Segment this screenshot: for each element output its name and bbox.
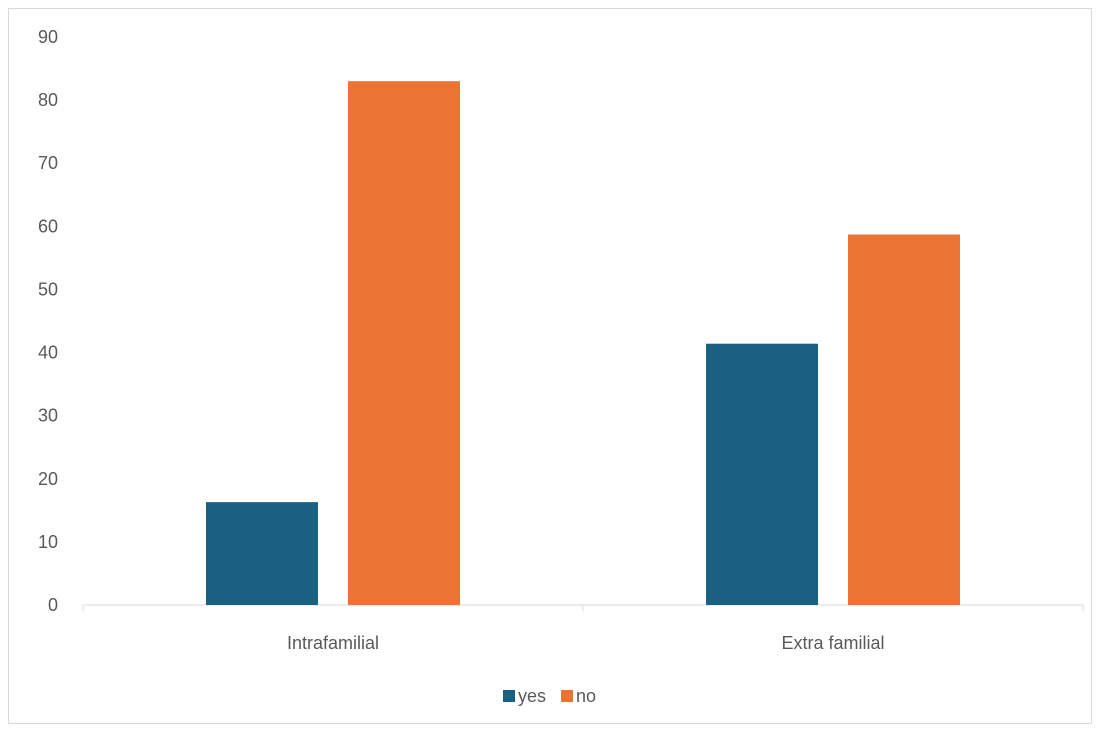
bar-no-0 [348,81,460,605]
legend: yes no [503,686,596,706]
category-label: Intrafamilial [287,633,379,653]
y-tick-label: 70 [38,153,58,173]
legend-label-yes: yes [518,686,546,706]
category-labels: Intrafamilial Extra familial [287,633,885,653]
category-label: Extra familial [781,633,884,653]
bar-yes-0 [206,502,318,605]
y-tick-label: 50 [38,279,58,299]
bar-yes-1 [706,343,818,605]
y-tick-label: 90 [38,27,58,47]
x-axis [82,604,1084,611]
y-tick-label: 40 [38,343,58,363]
y-tick-label: 10 [38,532,58,552]
y-tick-label: 60 [38,216,58,236]
legend-swatch-yes [503,690,515,702]
legend-swatch-no [561,690,573,702]
legend-label-no: no [576,686,596,706]
bars [206,81,960,605]
y-tick-label: 80 [38,90,58,110]
bar-no-1 [848,234,960,605]
y-tick-label: 30 [38,406,58,426]
y-tick-label: 20 [38,469,58,489]
y-axis: 0 10 20 30 40 50 60 70 80 90 [38,27,58,615]
y-tick-label: 0 [48,595,58,615]
